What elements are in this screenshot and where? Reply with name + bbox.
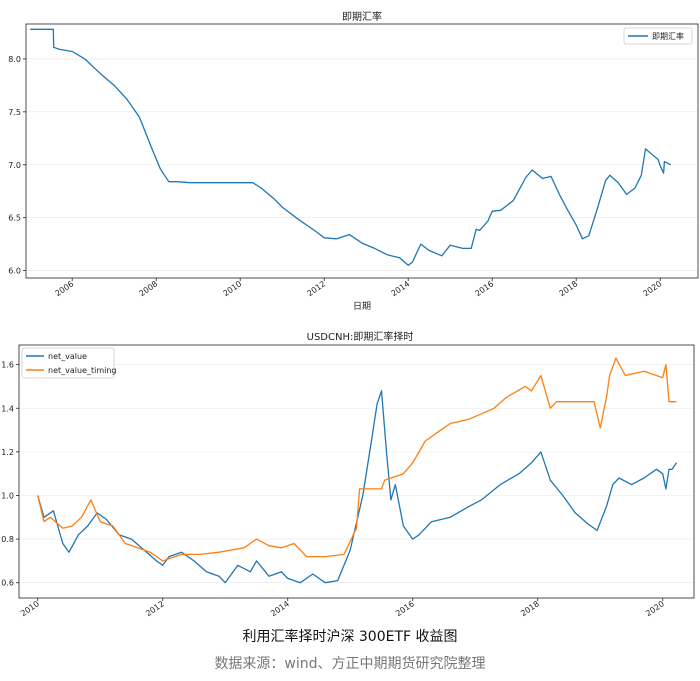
- x-tick-label: 2020: [642, 279, 664, 298]
- x-tick-label: 2018: [558, 279, 580, 298]
- x-tick-label: 2020: [644, 599, 666, 618]
- figure-caption: 利用汇率择时沪深 300ETF 收益图: [242, 629, 458, 645]
- x-tick-label: 2006: [54, 279, 76, 298]
- x-tick-label: 2016: [474, 279, 496, 298]
- legend-label-spot-rate: 即期汇率: [652, 31, 684, 41]
- y-tick-label: 7.0: [8, 161, 21, 170]
- y-tick-label: 1.4: [1, 404, 14, 413]
- x-tick-label: 2008: [138, 279, 160, 298]
- x-tick-label: 2010: [222, 279, 244, 298]
- legend-label-net-value: net_value: [48, 352, 87, 361]
- legend-box: [623, 27, 693, 45]
- y-gridlines: [19, 364, 694, 584]
- y-tick-label: 0.6: [1, 579, 14, 588]
- x-axis-label: 日期: [353, 301, 371, 312]
- y-gridlines: [26, 58, 698, 271]
- y-axis-ticks: 0.6 0.8 1.0 1.2 1.4 1.6: [1, 361, 19, 588]
- y-tick-label: 1.0: [1, 491, 14, 500]
- x-tick-label: 2012: [306, 279, 328, 298]
- plot-frame: [18, 344, 695, 599]
- series-lines: [30, 28, 671, 266]
- y-tick-label: 7.5: [8, 108, 21, 117]
- y-axis-ticks: 6.0 6.5 7.0 7.5 8.0: [8, 55, 26, 276]
- series-line-net-value: [37, 390, 678, 584]
- y-tick-label: 6.5: [8, 214, 21, 223]
- x-axis-ticks: 2010 2012 2014 2016 2018 2020: [19, 598, 666, 618]
- y-tick-label: 6.0: [8, 267, 21, 276]
- legend-label-net-value-timing: net_value_timing: [48, 366, 117, 375]
- x-axis-ticks: 2006 2008 2010 2012 2014 2016 2018 2020: [54, 278, 664, 298]
- x-tick-label: 2012: [144, 599, 166, 618]
- x-tick-label: 2014: [269, 599, 291, 618]
- legend: net_value net_value_timing: [21, 347, 117, 379]
- x-tick-label: 2014: [390, 279, 412, 298]
- y-tick-label: 0.8: [1, 535, 14, 544]
- y-tick-label: 1.6: [1, 361, 14, 370]
- series-lines: [37, 357, 678, 584]
- spot-rate-chart: 即期汇率 2006 2008 2010 2012 2014 2016 2018 2020 6.…: [8, 10, 699, 312]
- series-line-net-value-timing1: [37, 357, 677, 562]
- plot-frame: [25, 23, 699, 279]
- chart-title: 即期汇率: [342, 10, 382, 23]
- x-tick-label: 2018: [519, 599, 541, 618]
- x-tick-label: 2010: [19, 599, 41, 618]
- x-tick-label: 2016: [394, 599, 416, 618]
- data-source-note: 数据来源：wind、方正中期期货研究院整理: [214, 656, 486, 672]
- legend-box: [21, 347, 115, 379]
- chart-title: USDCNH:即期汇率择时: [307, 330, 414, 343]
- y-tick-label: 1.2: [1, 448, 14, 457]
- y-tick-label: 8.0: [8, 55, 21, 64]
- legend: 即期汇率: [623, 27, 693, 45]
- timing-strategy-chart: USDCNH:即期汇率择时 2010 2012 2014 2016 2018 2020 0…: [1, 330, 695, 618]
- series-line-: [30, 28, 671, 266]
